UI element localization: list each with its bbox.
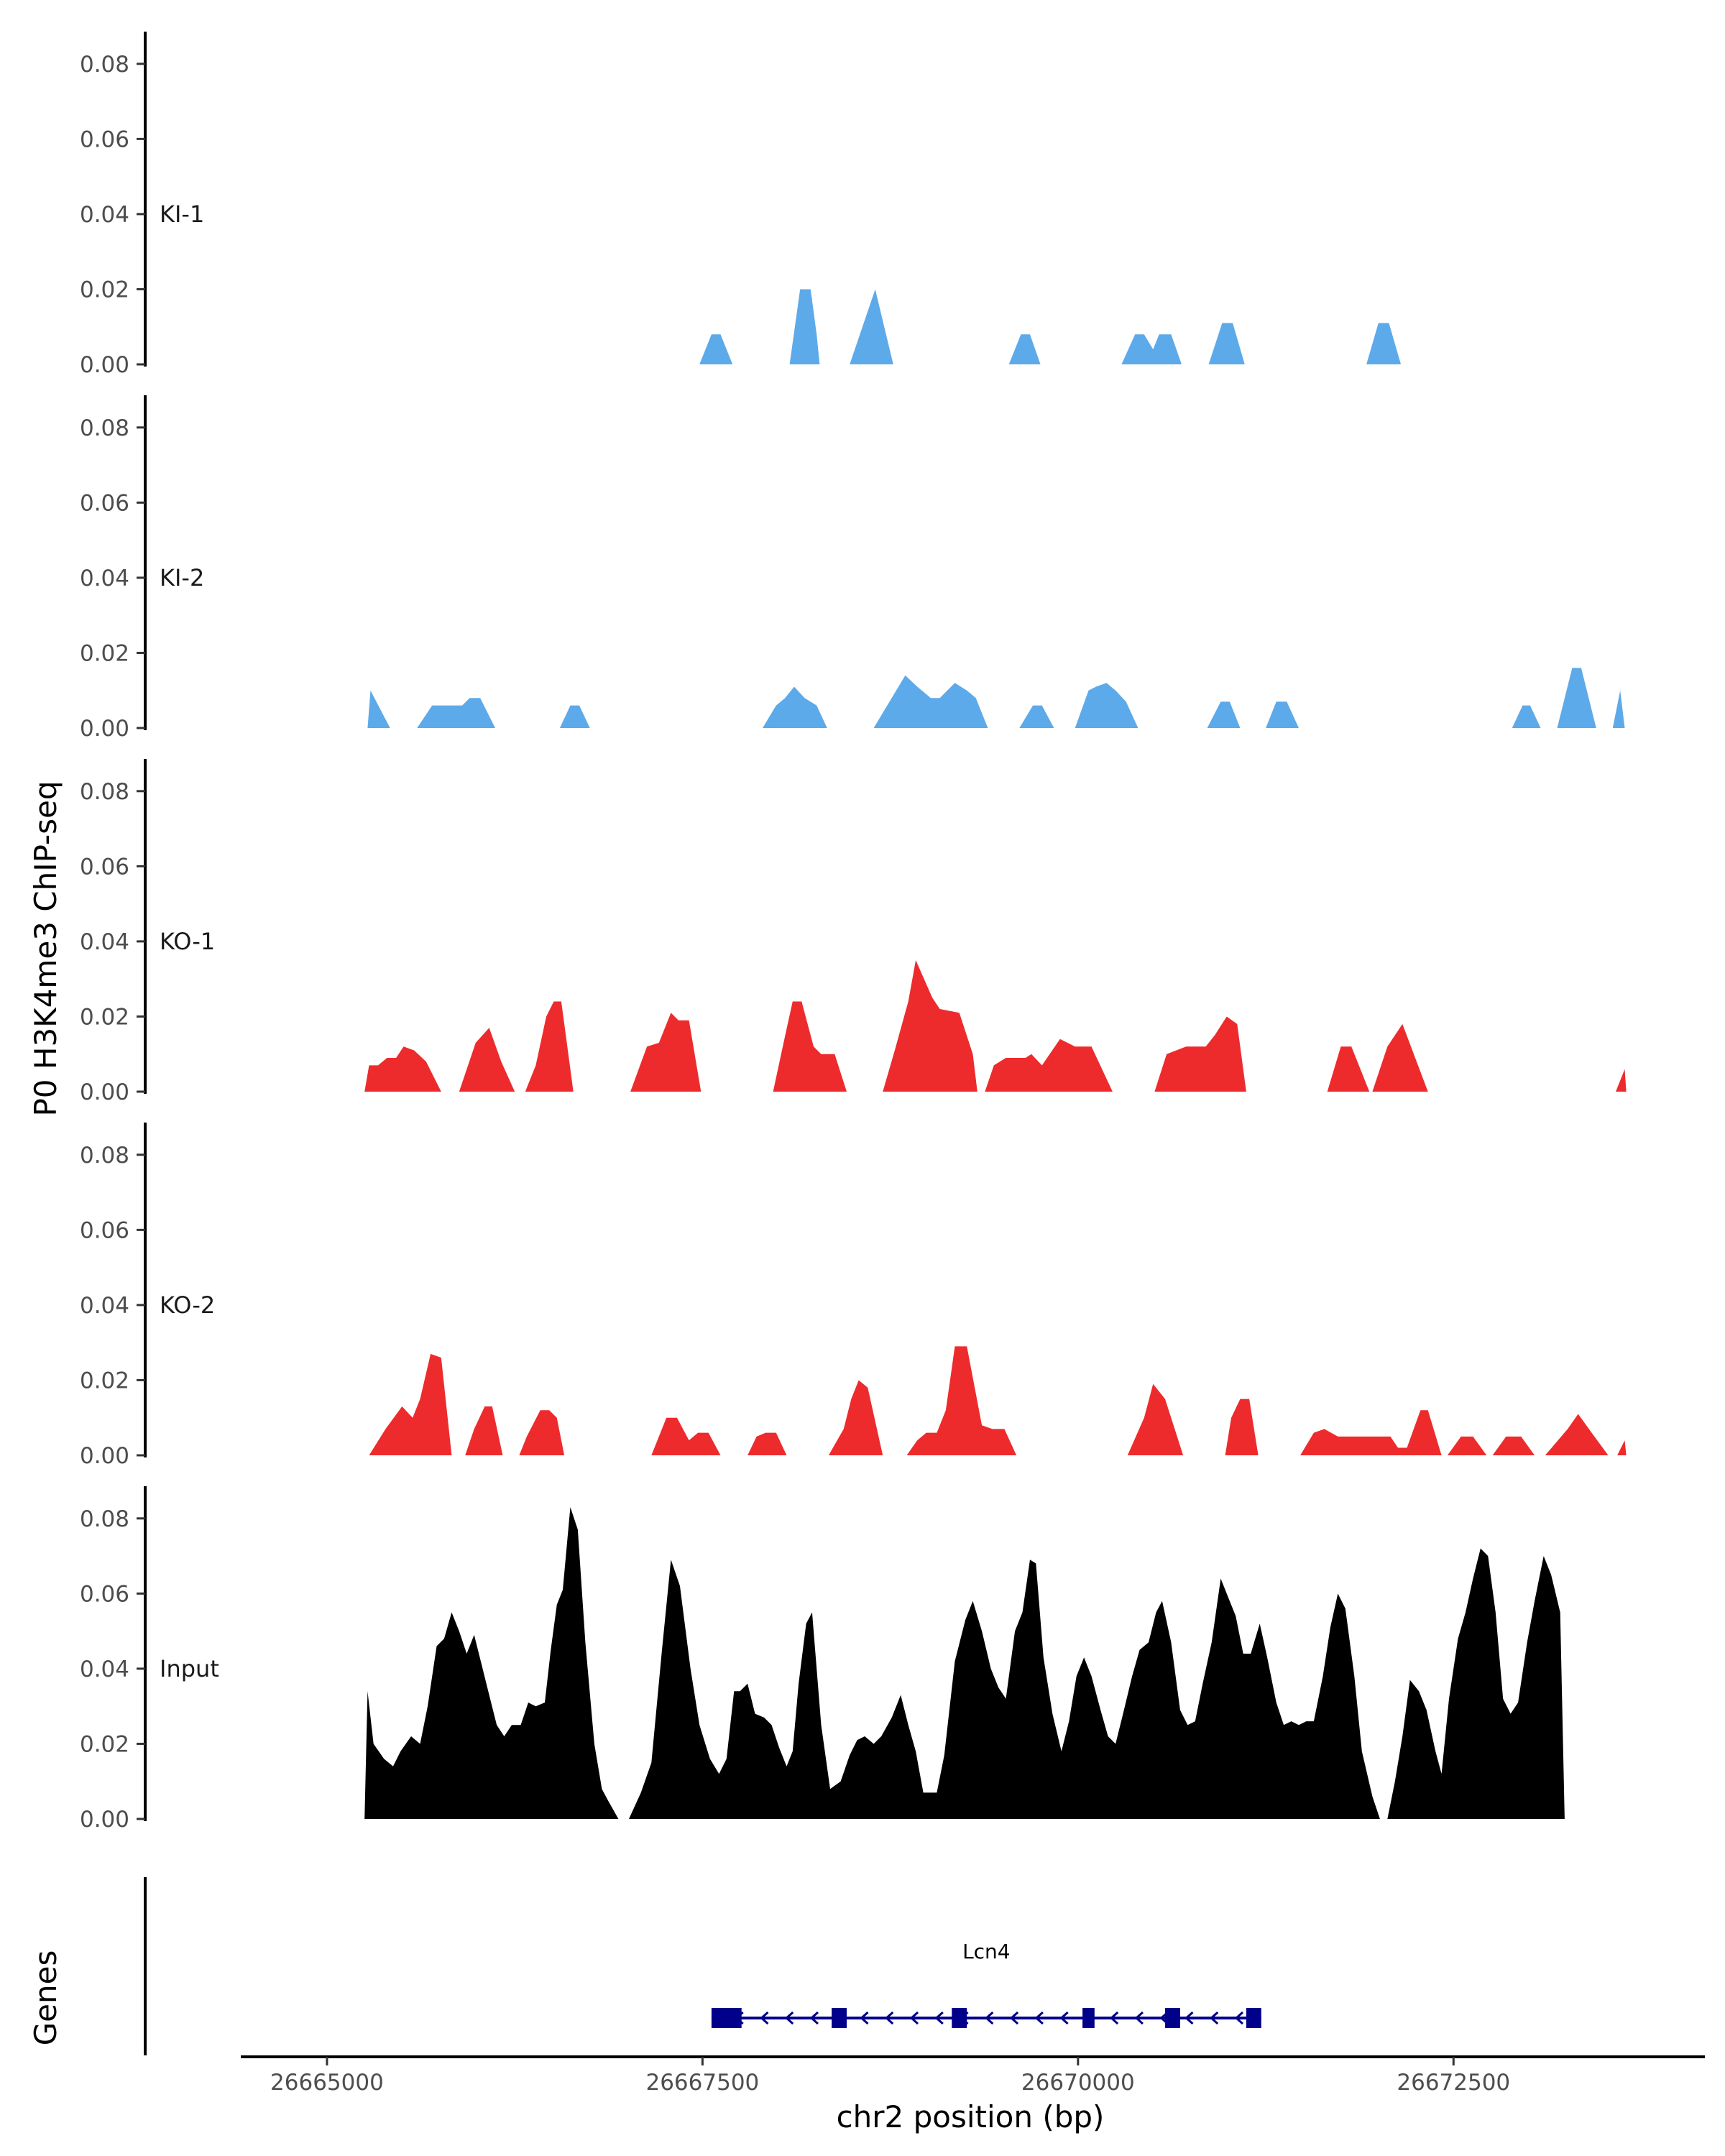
coverage-area [364, 960, 1627, 1092]
coverage-area [367, 668, 1625, 728]
y-tick-label: 0.04 [80, 929, 129, 955]
exon [1246, 2008, 1261, 2028]
track-input: 0.00 0.02 0.04 0.06 0.08 Input [80, 1486, 1565, 1833]
y-tick-label: 0.06 [80, 1581, 129, 1607]
tracks-layer: 0.00 0.02 0.04 0.06 0.08 KI-1 0.00 0.02 0.04 0.06… [80, 32, 1627, 1833]
y-tick-label: 0.02 [80, 277, 129, 303]
y-tick-label: 0.04 [80, 1657, 129, 1682]
y-tick-label: 0.06 [80, 126, 129, 152]
x-axis: 26665000 26667500 26670000 26672500 [241, 2055, 1705, 2096]
y-tick-label: 0.06 [80, 490, 129, 516]
coverage-area [364, 1507, 1565, 1819]
exon [1165, 2008, 1180, 2028]
y-tick-label: 0.04 [80, 566, 129, 591]
y-tick-label: 0.08 [80, 415, 129, 441]
y-tick-label: 0.00 [80, 716, 129, 742]
strand-arrow [860, 2011, 869, 2025]
y-tick-label: 0.08 [80, 779, 129, 805]
gene-name: Lcn4 [962, 1940, 1011, 1963]
y-tick-label: 0.00 [80, 1443, 129, 1469]
x-tick-label: 26667500 [645, 2070, 759, 2096]
exon [711, 2008, 742, 2028]
track-label: Input [160, 1655, 219, 1682]
y-tick-label: 0.06 [80, 854, 129, 880]
y-tick-label: 0.08 [80, 1506, 129, 1532]
track-ko-1: 0.00 0.02 0.04 0.06 0.08 KO-1 [80, 759, 1627, 1105]
y-tick-label: 0.06 [80, 1217, 129, 1243]
strand-arrow [909, 2011, 919, 2025]
track-label: KI-1 [160, 201, 204, 228]
strand-arrow [934, 2011, 944, 2025]
x-axis-title: chr2 position (bp) [837, 2099, 1105, 2134]
strand-arrow [1059, 2011, 1069, 2025]
strand-arrow [1184, 2011, 1194, 2025]
y-tick-label: 0.04 [80, 202, 129, 228]
track-label: KI-2 [160, 564, 204, 591]
genes-title: Genes [28, 1950, 63, 2046]
strand-arrow [985, 2011, 994, 2025]
track-ki-2: 0.00 0.02 0.04 0.06 0.08 KI-2 [80, 395, 1625, 742]
track-label: KO-1 [160, 928, 215, 955]
y-tick-label: 0.08 [80, 1143, 129, 1169]
track-label: KO-2 [160, 1291, 215, 1319]
x-tick-label: 26670000 [1021, 2070, 1135, 2096]
strand-arrow [784, 2011, 794, 2025]
exon [952, 2008, 967, 2028]
x-tick-label: 26665000 [270, 2070, 384, 2096]
track-ki-1: 0.00 0.02 0.04 0.06 0.08 KI-1 [80, 32, 1402, 378]
gene-track: Lcn4 [144, 1877, 1261, 2055]
strand-arrow [1034, 2011, 1044, 2025]
y-axis-title: P0 H3K4me3 ChIP-seq [28, 780, 63, 1116]
y-tick-label: 0.02 [80, 1731, 129, 1757]
y-tick-label: 0.08 [80, 52, 129, 78]
strand-arrow [1009, 2011, 1019, 2025]
exon [1082, 2008, 1095, 2028]
strand-arrow [760, 2011, 769, 2025]
strand-arrow [1134, 2011, 1144, 2025]
y-tick-label: 0.00 [80, 1807, 129, 1833]
y-tick-label: 0.02 [80, 1004, 129, 1030]
y-tick-label: 0.04 [80, 1293, 129, 1319]
exon [832, 2008, 847, 2028]
y-tick-label: 0.00 [80, 352, 129, 378]
track-ko-2: 0.00 0.02 0.04 0.06 0.08 KO-2 [80, 1123, 1627, 1469]
coverage-area [699, 289, 1402, 364]
y-tick-label: 0.02 [80, 640, 129, 666]
y-tick-label: 0.00 [80, 1079, 129, 1105]
x-tick-label: 26672500 [1397, 2070, 1510, 2096]
coverage-area [369, 1346, 1627, 1455]
strand-arrow [809, 2011, 819, 2025]
y-tick-label: 0.02 [80, 1368, 129, 1393]
strand-arrow [885, 2011, 894, 2025]
strand-arrow [1209, 2011, 1219, 2025]
strand-arrow [1109, 2011, 1119, 2025]
strand-arrow [1234, 2011, 1244, 2025]
